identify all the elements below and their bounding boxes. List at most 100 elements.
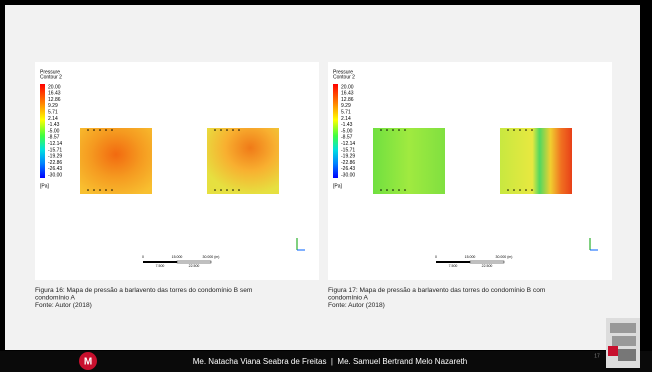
legend-value: -22.86 xyxy=(341,160,355,166)
legend-value: 5.71 xyxy=(48,110,58,116)
legend-value: 16.43 xyxy=(48,91,61,97)
probe-point xyxy=(398,129,400,131)
legend-value: -30.00 xyxy=(48,173,62,179)
probe-point xyxy=(226,189,228,191)
probe-point xyxy=(99,129,101,131)
logo-letter: M xyxy=(84,357,92,368)
probe-point xyxy=(105,129,107,131)
legend-value: 16.43 xyxy=(341,91,354,97)
scale-bar xyxy=(177,261,211,263)
legend-value: 2.14 xyxy=(48,116,58,122)
probe-point xyxy=(513,129,515,131)
legend-unit: [Pa] xyxy=(40,183,50,189)
scale-label: 7.500 xyxy=(449,264,458,268)
legend-value: -15.71 xyxy=(48,147,62,153)
figure-caption: Figura 17: Mapa de pressão a barlavento … xyxy=(328,287,546,294)
figure-caption: condomínio A xyxy=(35,294,76,301)
probe-point xyxy=(111,129,113,131)
probe-point xyxy=(93,129,95,131)
scale-label: 7.500 xyxy=(156,264,165,268)
probe-point xyxy=(519,129,521,131)
probe-point xyxy=(238,129,240,131)
legend-value: -26.43 xyxy=(48,166,62,172)
legend-value: -5.00 xyxy=(341,128,353,134)
legend-subtitle: Contour 2 xyxy=(333,74,355,80)
probe-point xyxy=(380,189,382,191)
figure-caption: Fonte: Autor (2018) xyxy=(35,302,92,309)
probe-point xyxy=(507,129,509,131)
footer-authors: Me. Natacha Viana Seabra de Freitas | Me… xyxy=(193,357,468,366)
scale-bar xyxy=(436,261,470,263)
probe-point xyxy=(531,129,533,131)
probe-point xyxy=(111,189,113,191)
legend-value: 5.71 xyxy=(341,110,351,116)
legend-value: -30.00 xyxy=(341,173,355,179)
scale-label: 22.500 xyxy=(482,264,493,268)
probe-point xyxy=(87,189,89,191)
probe-point xyxy=(220,189,222,191)
probe-point xyxy=(398,189,400,191)
probe-point xyxy=(507,189,509,191)
probe-point xyxy=(404,189,406,191)
legend-value: 12.86 xyxy=(48,97,61,103)
probe-point xyxy=(392,129,394,131)
building-contour xyxy=(207,128,279,194)
probe-point xyxy=(525,129,527,131)
probe-point xyxy=(232,189,234,191)
probe-point xyxy=(226,129,228,131)
scale-bar xyxy=(470,261,504,263)
probe-point xyxy=(93,189,95,191)
legend-value: -19.29 xyxy=(48,154,62,160)
legend-value: 20.00 xyxy=(48,84,61,90)
legend-unit: [Pa] xyxy=(333,183,343,189)
legend-value: 2.14 xyxy=(341,116,351,122)
legend-value: -19.29 xyxy=(341,154,355,160)
probe-point xyxy=(386,189,388,191)
probe-point xyxy=(105,189,107,191)
legend-value: -12.14 xyxy=(341,141,355,147)
probe-point xyxy=(404,129,406,131)
slide: PressureContour 220.0016.4312.869.295.71… xyxy=(0,0,652,372)
legend-value: -1.43 xyxy=(341,122,353,128)
scale-label: 30.000 (m) xyxy=(496,255,513,259)
probe-point xyxy=(214,189,216,191)
legend-value: -1.43 xyxy=(48,122,60,128)
legend-value: 20.00 xyxy=(341,84,354,90)
figure-caption: Fonte: Autor (2018) xyxy=(328,302,385,309)
scale-label: 30.000 (m) xyxy=(203,255,220,259)
scale-bar xyxy=(143,261,177,263)
legend-value: -12.14 xyxy=(48,141,62,147)
colorbar xyxy=(40,84,45,178)
probe-point xyxy=(214,129,216,131)
scale-label: 0 xyxy=(142,255,144,259)
probe-point xyxy=(220,129,222,131)
probe-point xyxy=(232,129,234,131)
building-contour xyxy=(500,128,572,194)
probe-point xyxy=(238,189,240,191)
legend-value: 9.29 xyxy=(341,103,351,109)
scale-label: 22.500 xyxy=(189,264,200,268)
probe-point xyxy=(531,189,533,191)
legend-value: -15.71 xyxy=(341,147,355,153)
colorbar xyxy=(333,84,338,178)
page-number: 17 xyxy=(594,353,600,359)
figure-caption: Figura 16: Mapa de pressão a barlavento … xyxy=(35,287,253,294)
building-contour xyxy=(80,128,152,194)
legend-value: -26.43 xyxy=(341,166,355,172)
legend-value: 12.86 xyxy=(341,97,354,103)
probe-point xyxy=(380,129,382,131)
scale-label: 15.000 xyxy=(172,255,183,259)
legend-value: -5.00 xyxy=(48,128,60,134)
probe-point xyxy=(519,189,521,191)
legend-value: -8.57 xyxy=(48,135,60,141)
event-logo xyxy=(606,318,640,368)
legend-value: 9.29 xyxy=(48,103,58,109)
probe-point xyxy=(87,129,89,131)
probe-point xyxy=(99,189,101,191)
building-contour xyxy=(373,128,445,194)
legend-subtitle: Contour 2 xyxy=(40,74,62,80)
legend-value: -8.57 xyxy=(341,135,353,141)
probe-point xyxy=(386,129,388,131)
legend-value: -22.86 xyxy=(48,160,62,166)
scale-label: 15.000 xyxy=(465,255,476,259)
